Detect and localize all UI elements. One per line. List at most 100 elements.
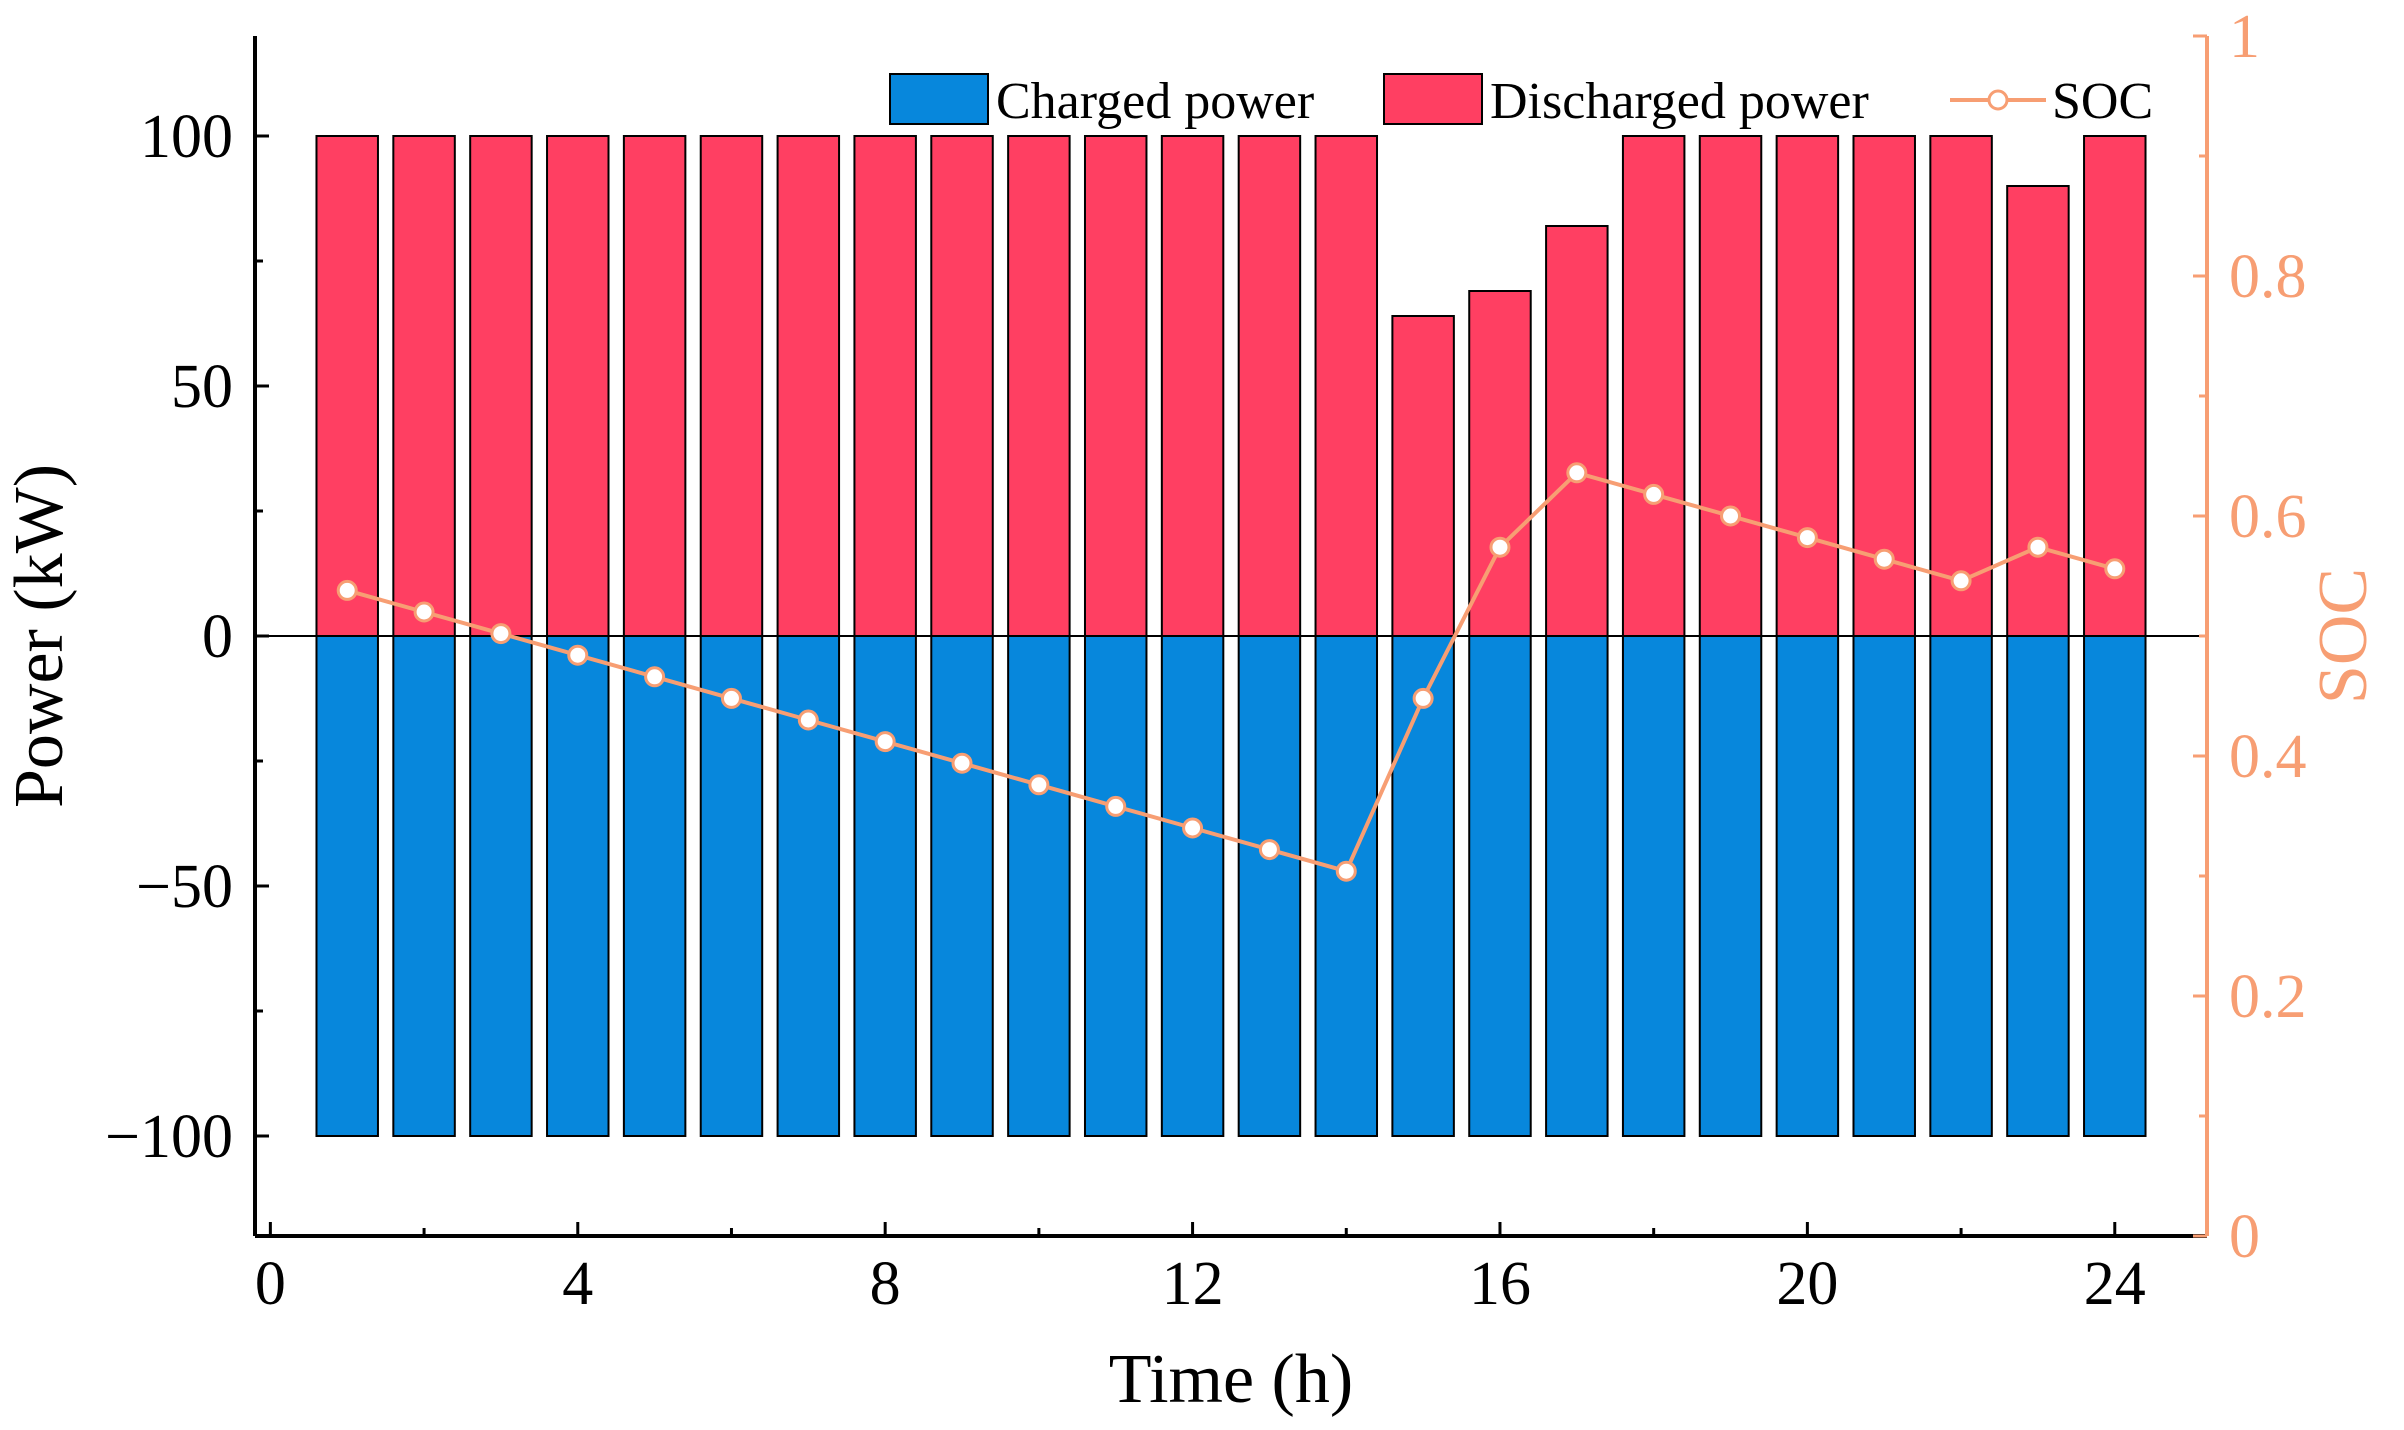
legend-label-soc: SOC	[2052, 73, 2153, 130]
soc-marker-h21	[1873, 548, 1895, 570]
soc-marker-h12	[1182, 817, 1204, 839]
y2-axis-title: SOC	[2305, 568, 2382, 704]
bar-discharged-h4	[546, 135, 610, 637]
bar-discharged-h13	[1237, 135, 1302, 637]
bar-discharged-h11	[1083, 135, 1148, 637]
bar-discharged-h5	[622, 135, 687, 637]
bar-discharged-h3	[469, 135, 533, 637]
y-tick-label-3: 50	[171, 353, 233, 421]
bar-charged-h10	[1007, 635, 1071, 1137]
soc-marker-h1	[336, 579, 358, 601]
soc-marker-h2	[413, 601, 435, 623]
x-tick-label-20: 20	[1776, 1250, 1838, 1318]
bar-discharged-h22	[1929, 135, 1993, 637]
bar-charged-h11	[1083, 635, 1148, 1137]
legend-label-charged-power: Charged power	[996, 73, 1314, 130]
y-tick-label-4: 100	[140, 103, 233, 171]
y-tick-label-0: −100	[105, 1103, 233, 1171]
bar-charged-h22	[1929, 635, 1993, 1137]
bar-charged-h23	[2006, 635, 2070, 1137]
x-tick-label-0: 0	[255, 1250, 286, 1318]
bar-discharged-h7	[776, 135, 841, 637]
legend-label-discharged-power: Discharged power	[1490, 73, 1869, 130]
bar-charged-h18	[1621, 635, 1686, 1137]
bar-discharged-h19	[1698, 135, 1763, 637]
soc-marker-h5	[644, 666, 666, 688]
soc-marker-h8	[874, 731, 896, 753]
bar-discharged-h1	[315, 135, 379, 637]
x-tick-label-4: 4	[562, 1250, 593, 1318]
x-axis-title: Time (h)	[1109, 1341, 1353, 1418]
soc-marker-h14	[1335, 860, 1357, 882]
legend-swatch-charged-power	[889, 73, 989, 125]
bar-charged-h21	[1852, 635, 1916, 1137]
legend: Charged power Discharged power SOC	[889, 73, 2153, 130]
bar-charged-h17	[1545, 635, 1609, 1137]
bar-charged-h12	[1160, 635, 1225, 1137]
bar-charged-h19	[1698, 635, 1763, 1137]
soc-marker-h4	[567, 644, 589, 666]
bar-discharged-h2	[392, 135, 456, 637]
y2-tick-label-4: 0.8	[2229, 243, 2307, 311]
y-tick-label-2: 0	[202, 603, 233, 671]
soc-marker-h13	[1258, 839, 1280, 861]
bar-charged-h20	[1775, 635, 1840, 1137]
bar-charged-h1	[315, 635, 379, 1137]
bar-charged-h24	[2083, 635, 2147, 1137]
bar-discharged-h20	[1775, 135, 1840, 637]
bar-charged-h9	[930, 635, 994, 1137]
y-tick-label-1: −50	[136, 853, 233, 921]
soc-marker-h9	[951, 752, 973, 774]
x-tick-label-8: 8	[870, 1250, 901, 1318]
x-tick-label-16: 16	[1469, 1250, 1531, 1318]
bar-discharged-h15	[1391, 315, 1455, 637]
bar-charged-h4	[546, 635, 610, 1137]
bar-discharged-h23	[2006, 185, 2070, 637]
soc-marker-h6	[720, 687, 742, 709]
soc-line-layer	[336, 462, 2126, 882]
soc-line	[346, 470, 2116, 874]
legend-swatch-discharged-power	[1383, 73, 1483, 125]
bar-discharged-h9	[930, 135, 994, 637]
soc-marker-h3	[490, 623, 512, 645]
legend-swatch-soc-marker	[1987, 89, 2009, 111]
bars-layer	[315, 135, 2147, 1137]
soc-marker-h18	[1643, 483, 1665, 505]
bar-charged-h2	[392, 635, 456, 1137]
x-tick-label-12: 12	[1162, 1250, 1224, 1318]
bar-discharged-h24	[2083, 135, 2147, 637]
soc-marker-h24	[2104, 558, 2126, 580]
y2-tick-label-3: 0.6	[2229, 483, 2307, 551]
bar-charged-h15	[1391, 635, 1455, 1137]
y2-tick-label-0: 0	[2229, 1203, 2260, 1271]
x-tick-label-24: 24	[2084, 1250, 2146, 1318]
y2-tick-label-1: 0.2	[2229, 963, 2307, 1031]
soc-marker-h23	[2027, 536, 2049, 558]
bar-discharged-h17	[1545, 225, 1609, 637]
soc-marker-h20	[1796, 527, 1818, 549]
bar-charged-h6	[699, 635, 764, 1137]
bar-charged-h3	[469, 635, 533, 1137]
bar-discharged-h16	[1468, 290, 1532, 637]
bar-charged-h16	[1468, 635, 1532, 1137]
soc-marker-h15	[1412, 687, 1434, 709]
bar-discharged-h6	[699, 135, 764, 637]
soc-marker-h16	[1489, 536, 1511, 558]
soc-marker-h11	[1105, 795, 1127, 817]
bar-charged-h13	[1237, 635, 1302, 1137]
soc-marker-h17	[1566, 462, 1588, 484]
y-axis-title: Power (kW)	[1, 464, 78, 808]
soc-marker-h22	[1950, 570, 1972, 592]
soc-marker-h7	[797, 709, 819, 731]
bar-charged-h5	[622, 635, 687, 1137]
axes-layer: 0 4 8 12 16 20 24 −100 −50 0 50 100 0 0.2 0.4 0.6 0.8 1	[105, 3, 2306, 1318]
bar-discharged-h10	[1007, 135, 1071, 637]
bar-discharged-h8	[853, 135, 917, 637]
bar-charged-h7	[776, 635, 841, 1137]
y2-tick-label-5: 1	[2229, 3, 2260, 71]
y2-tick-label-2: 0.4	[2229, 723, 2307, 791]
bar-charged-h8	[853, 635, 917, 1137]
soc-marker-h10	[1028, 774, 1050, 796]
bar-discharged-h12	[1160, 135, 1225, 637]
